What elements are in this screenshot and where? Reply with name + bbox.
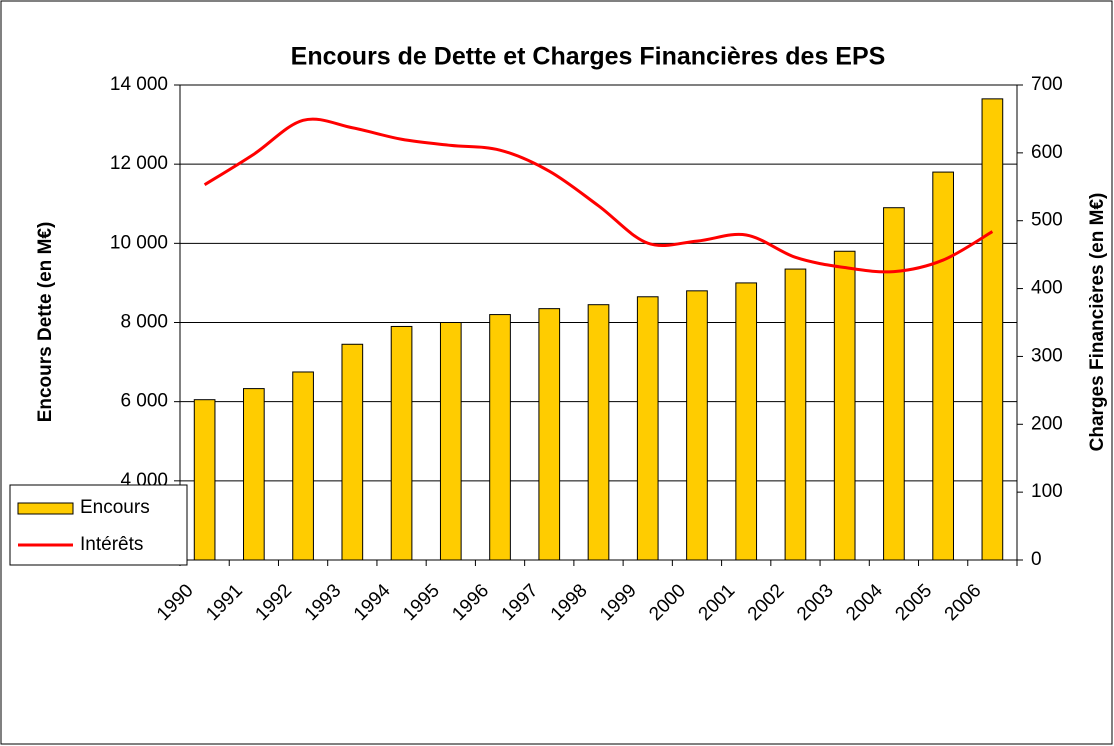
y2-tick-label: 200 — [1031, 413, 1063, 434]
bar — [636, 296, 659, 561]
y-tick-label: 10 000 — [110, 232, 168, 253]
bar — [883, 207, 905, 561]
y-tick-label: 8 000 — [120, 312, 168, 333]
y2-tick-label: 700 — [1031, 74, 1063, 95]
y2-tick-label: 500 — [1031, 210, 1063, 231]
bar — [489, 314, 511, 561]
bar — [341, 343, 364, 561]
bar — [981, 98, 1004, 561]
bar — [292, 371, 314, 561]
bar — [439, 322, 462, 561]
y2-tick-label: 300 — [1031, 345, 1063, 366]
y2-tick-label: 400 — [1031, 278, 1063, 299]
bar — [193, 399, 216, 561]
bar — [538, 308, 561, 561]
bar — [390, 325, 413, 561]
legend-label: Encours — [80, 497, 150, 518]
y-tick-label: 6 000 — [120, 391, 168, 412]
bar — [833, 250, 856, 561]
chart-title: Encours de Dette et Charges Financières … — [291, 43, 886, 71]
y2-tick-label: 600 — [1031, 142, 1063, 163]
y2-tick-label: 0 — [1031, 549, 1042, 570]
bar — [587, 304, 610, 561]
legend-swatch — [17, 502, 74, 515]
bar — [784, 268, 807, 561]
y2-axis-label: Charges Financières (en M€) — [1087, 193, 1108, 452]
legend-label: Intérêts — [80, 534, 143, 555]
bar — [243, 388, 265, 561]
bar — [932, 171, 954, 561]
y-axis-label: Encours Dette (en M€) — [35, 222, 56, 423]
bar — [735, 282, 758, 561]
y-tick-label: 14 000 — [110, 74, 168, 95]
legend-box — [9, 484, 188, 566]
line — [203, 117, 994, 274]
y2-tick-label: 100 — [1031, 481, 1063, 502]
bar — [686, 290, 708, 561]
y-tick-label: 12 000 — [110, 153, 168, 174]
